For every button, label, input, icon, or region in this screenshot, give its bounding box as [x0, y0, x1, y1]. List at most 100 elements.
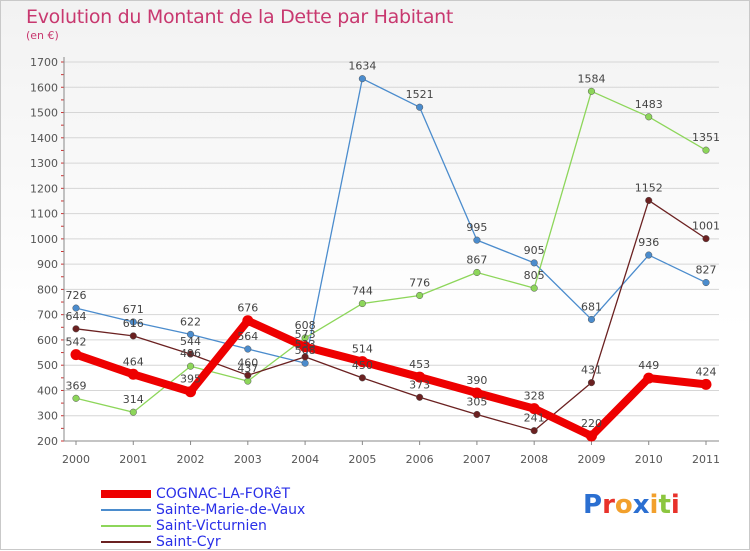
logo-letter: o: [614, 490, 633, 520]
legend-item[interactable]: Saint-Cyr: [101, 534, 401, 551]
data-label: 369: [66, 379, 87, 392]
data-point: [358, 374, 366, 382]
data-point: [301, 353, 309, 361]
data-label: 508: [295, 344, 316, 357]
legend-swatch-1: [101, 509, 151, 511]
data-label: 573: [295, 328, 316, 341]
data-label: 453: [409, 358, 430, 371]
data-point: [301, 359, 309, 367]
y-tick-label: 500: [37, 359, 58, 372]
y-tick-label: 1100: [30, 208, 58, 221]
data-point: [471, 387, 483, 399]
legend-swatch-3: [101, 541, 151, 543]
x-tick-label: 2000: [62, 453, 90, 466]
data-point: [72, 304, 80, 312]
data-label: 564: [237, 330, 258, 343]
data-point: [356, 356, 368, 368]
data-point: [301, 334, 309, 342]
data-point: [530, 284, 538, 292]
logo-letter: i: [649, 490, 659, 520]
data-point: [186, 362, 195, 370]
data-label: 542: [66, 336, 87, 349]
data-label: 1634: [348, 60, 376, 73]
proxiti-logo[interactable]: Proxiti: [583, 490, 680, 520]
data-point: [587, 87, 596, 95]
data-point: [414, 371, 426, 383]
legend-label: COGNAC-LA-FORêT: [156, 486, 291, 502]
data-point: [473, 236, 481, 244]
legend-item[interactable]: COGNAC-LA-FORêT: [101, 486, 401, 503]
series-line-0: [72, 316, 710, 440]
data-label: 533: [295, 338, 316, 351]
data-point: [473, 268, 481, 277]
legend-label: Saint-Cyr: [156, 534, 221, 550]
data-point: [587, 379, 596, 387]
data-point: [416, 291, 424, 300]
x-tick-label: 2002: [177, 453, 205, 466]
data-point: [702, 235, 710, 243]
chart-subtitle: (en €): [26, 29, 59, 42]
data-label: 496: [180, 347, 201, 360]
data-label: 608: [295, 319, 316, 332]
data-label: 390: [466, 374, 487, 387]
data-label: 867: [466, 253, 487, 266]
data-point: [358, 299, 366, 308]
data-point: [702, 146, 710, 154]
data-point: [530, 259, 538, 267]
x-tick-label: 2009: [577, 453, 605, 466]
y-tick-label: 1400: [30, 132, 58, 145]
data-point: [244, 345, 252, 353]
data-label: 681: [581, 300, 602, 313]
data-label: 827: [696, 264, 717, 277]
data-point: [702, 279, 710, 287]
y-tick-label: 300: [37, 410, 58, 423]
legend-item[interactable]: Saint-Victurnien: [101, 518, 401, 535]
data-label: 776: [409, 276, 430, 289]
legend-label: Saint-Victurnien: [156, 518, 267, 534]
logo-letter: t: [658, 490, 671, 520]
data-label: 514: [352, 343, 373, 356]
data-point: [129, 408, 137, 416]
data-point: [416, 393, 424, 401]
y-tick-label: 700: [37, 309, 58, 322]
data-point: [242, 315, 254, 327]
data-point: [473, 410, 481, 419]
legend: COGNAC-LA-FORêT Sainte-Marie-de-Vaux Sai…: [101, 486, 401, 551]
data-label: 544: [180, 335, 201, 348]
data-label: 449: [638, 359, 659, 372]
data-label: 424: [696, 365, 717, 378]
x-tick-label: 2005: [348, 453, 376, 466]
data-point: [700, 378, 712, 390]
data-point: [129, 332, 137, 340]
data-point: [643, 372, 655, 384]
data-label: 744: [352, 285, 373, 298]
data-label: 314: [123, 393, 144, 406]
x-tick-label: 2007: [463, 453, 491, 466]
data-point: [530, 427, 538, 435]
x-tick-label: 2004: [291, 453, 319, 466]
y-tick-label: 200: [37, 435, 58, 448]
data-point: [244, 371, 252, 379]
line-chart: 200 300 400 500 600 700 800 900 1000 1100 1200 1300…: [30, 56, 720, 466]
data-point: [72, 394, 80, 402]
x-tick-label: 2001: [119, 453, 147, 466]
data-label: 305: [466, 395, 487, 408]
data-label: 671: [123, 303, 144, 316]
y-tick-label: 900: [37, 258, 58, 271]
data-label: 450: [352, 359, 373, 372]
series-line-1: [75, 78, 707, 364]
y-tick-label: 1300: [30, 157, 58, 170]
x-tick-label: 2010: [635, 453, 663, 466]
data-label: 1001: [692, 220, 720, 233]
data-label: 1584: [577, 72, 605, 85]
data-label: 726: [66, 289, 87, 302]
legend-item[interactable]: Sainte-Marie-de-Vaux: [101, 502, 401, 519]
y-tick-label: 600: [37, 334, 58, 347]
data-point: [416, 103, 424, 111]
logo-letter: r: [602, 490, 615, 520]
data-label: 460: [237, 356, 258, 369]
data-label: 431: [581, 364, 602, 377]
data-label: 1521: [406, 88, 434, 101]
data-label: 622: [180, 315, 201, 328]
